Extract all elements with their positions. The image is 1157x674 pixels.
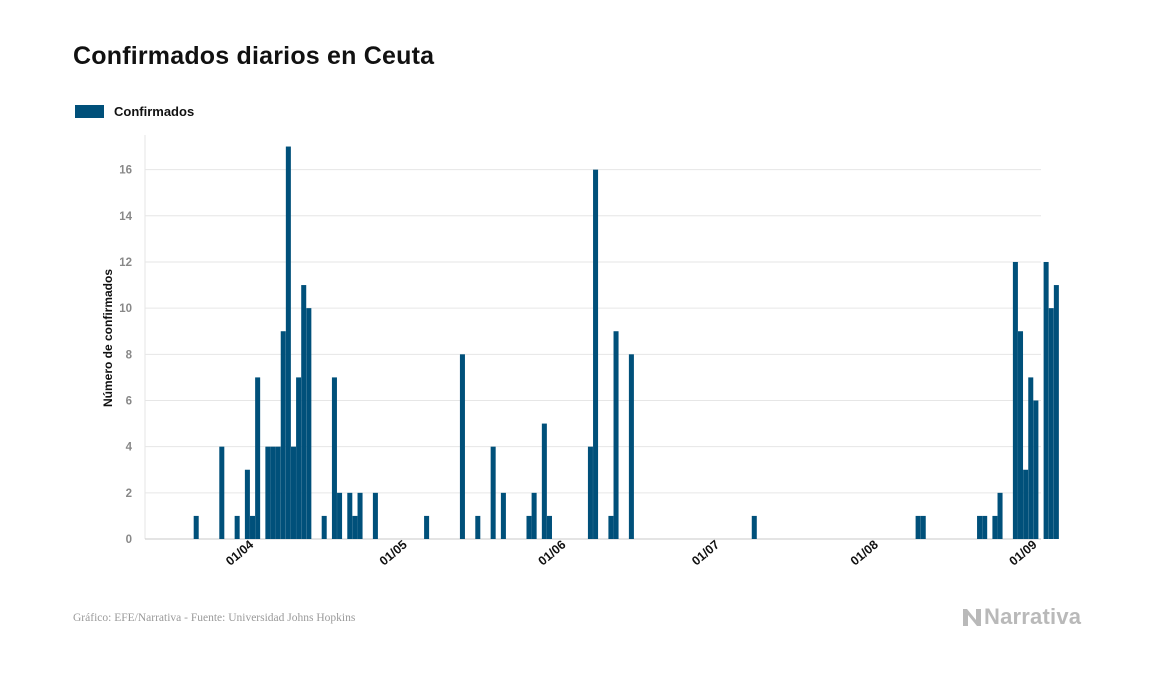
- bar: [977, 515, 983, 539]
- bar: [280, 331, 286, 539]
- brand-name: Narrativa: [984, 604, 1082, 629]
- legend-label: Confirmados: [114, 104, 195, 119]
- y-tick-label: 0: [126, 534, 132, 546]
- bars: [193, 146, 1059, 540]
- bar: [920, 515, 926, 539]
- bar: [265, 446, 271, 539]
- bar: [751, 515, 757, 539]
- bar: [997, 492, 1003, 539]
- bar: [219, 446, 225, 539]
- bar: [250, 515, 256, 539]
- bar: [234, 515, 240, 539]
- bar: [331, 377, 337, 539]
- bar: [1012, 261, 1018, 539]
- bar: [193, 515, 199, 539]
- bar: [1033, 400, 1039, 539]
- brand-logo: Narrativa: [962, 604, 1081, 630]
- y-tick-label: 10: [119, 303, 132, 315]
- bar: [424, 515, 430, 539]
- narrativa-logo-icon: [963, 609, 981, 626]
- bar: [290, 446, 296, 539]
- gridlines: [144, 135, 1041, 540]
- y-tick-label: 14: [119, 211, 132, 223]
- bar: [1018, 331, 1024, 539]
- x-tick-label: 01/04: [223, 537, 256, 568]
- bar: [613, 331, 619, 539]
- x-tick-label: 01/08: [848, 537, 881, 568]
- bar: [541, 423, 547, 539]
- chart-title: Confirmados diarios en Ceuta: [73, 42, 435, 70]
- bar: [475, 515, 481, 539]
- legend-swatch: [75, 105, 104, 118]
- legend: Confirmados: [75, 104, 194, 119]
- bar: [982, 515, 988, 539]
- bar: [296, 377, 302, 539]
- bar: [270, 446, 276, 539]
- source-note: Gráfico: EFE/Narrativa - Fuente: Univers…: [73, 612, 356, 624]
- bar: [1043, 261, 1049, 539]
- bar: [531, 492, 537, 539]
- bar: [275, 446, 281, 539]
- bar: [587, 446, 593, 539]
- bar: [459, 354, 465, 539]
- bar: [526, 515, 532, 539]
- y-tick-label: 16: [119, 165, 132, 177]
- bar: [337, 492, 343, 539]
- bar: [1023, 469, 1029, 539]
- bar: [352, 515, 358, 539]
- bar: [608, 515, 614, 539]
- bar: [915, 515, 921, 539]
- y-axis-ticks: 0 2 4 6 8 10 12 14 16: [119, 165, 132, 546]
- y-tick-label: 6: [126, 395, 132, 407]
- bar: [490, 446, 496, 539]
- y-tick-label: 2: [126, 488, 132, 500]
- bar: [1053, 285, 1059, 539]
- bar: [1028, 377, 1034, 539]
- x-tick-label: 01/07: [689, 537, 722, 568]
- y-tick-label: 4: [126, 442, 133, 454]
- bar: [992, 515, 998, 539]
- bar: [593, 169, 599, 539]
- bar: [244, 469, 250, 539]
- bar: [372, 492, 378, 539]
- x-axis-ticks: 01/04 01/05 01/06 01/07 01/08 01/09: [223, 537, 1039, 568]
- bar: [347, 492, 353, 539]
- y-tick-label: 12: [119, 257, 132, 269]
- bar: [301, 285, 307, 539]
- bar: [285, 146, 291, 540]
- bar: [546, 515, 552, 539]
- bar: [357, 492, 363, 539]
- x-tick-label: 01/05: [377, 537, 410, 568]
- bar: [500, 492, 506, 539]
- y-tick-label: 8: [126, 349, 133, 361]
- x-tick-label: 01/09: [1007, 537, 1040, 568]
- bar: [1048, 308, 1054, 539]
- bar: [321, 515, 327, 539]
- bar: [628, 354, 634, 539]
- x-tick-label: 01/06: [536, 537, 569, 568]
- bar: [255, 377, 261, 539]
- bar: [306, 308, 312, 539]
- y-axis-label: Número de confirmados: [101, 269, 115, 407]
